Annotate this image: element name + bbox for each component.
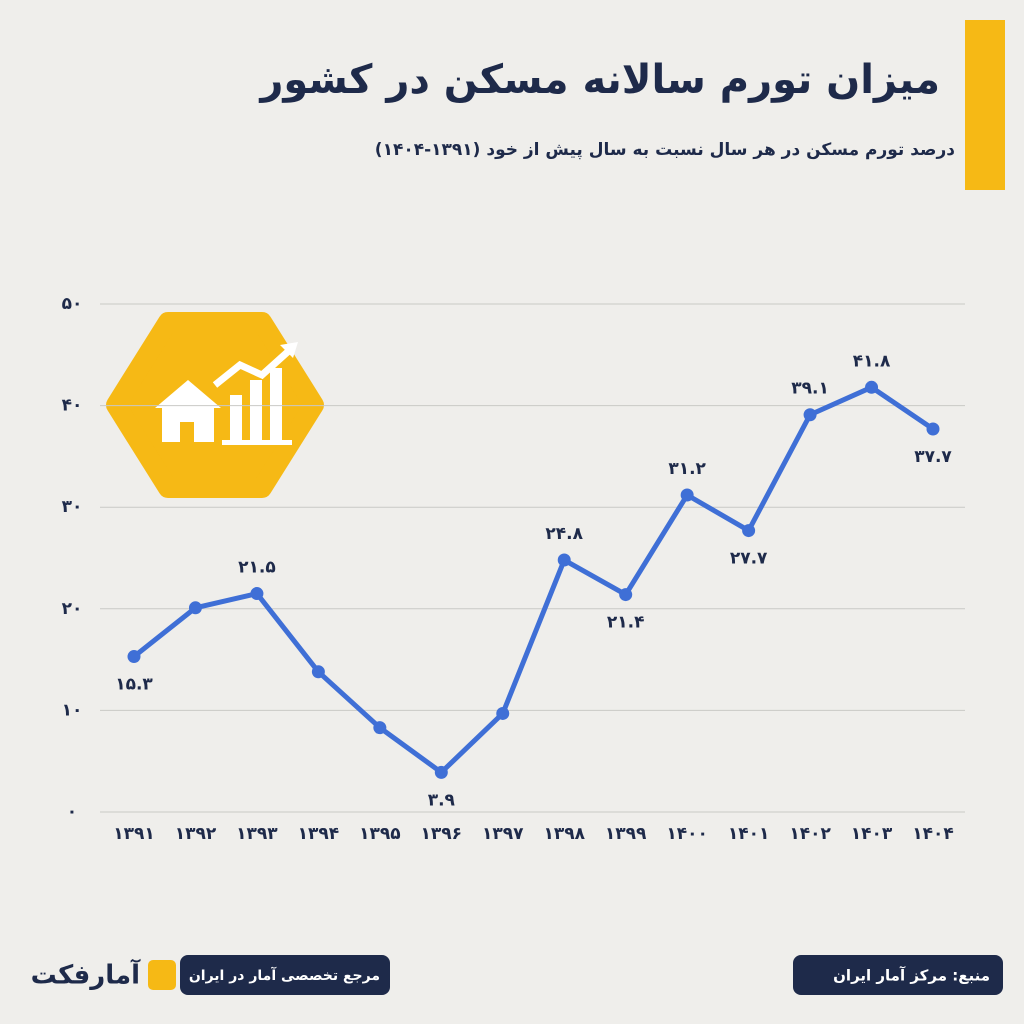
y-tick-label: ۵۰ <box>62 294 83 314</box>
source: منبع: مرکز آمار ایران <box>833 967 990 985</box>
y-tick-label: ۱۰ <box>62 700 83 720</box>
y-tick-label: ۰ <box>67 802 77 822</box>
x-tick-label: ۱۳۹۹ <box>605 824 647 844</box>
x-tick-label: ۱۴۰۴ <box>912 824 954 844</box>
x-tick-label: ۱۴۰۲ <box>789 824 831 844</box>
data-point <box>619 588 633 602</box>
accent-bar <box>965 20 1005 190</box>
data-point <box>680 488 694 502</box>
value-label: ۴۱.۸ <box>853 351 891 371</box>
data-point <box>127 650 141 664</box>
data-line <box>132 384 935 775</box>
x-tick-label: ۱۳۹۶ <box>421 824 463 844</box>
data-point <box>557 553 571 567</box>
value-label: ۲۷.۷ <box>730 549 768 569</box>
data-point <box>250 587 264 601</box>
data-point <box>803 408 817 422</box>
value-label: ۲۱.۴ <box>607 613 645 633</box>
data-point <box>926 422 940 436</box>
value-label: ۲۱.۵ <box>238 558 276 578</box>
data-point <box>742 524 756 538</box>
chart-subtitle: درصد تورم مسکن در هر سال نسبت به سال پیش… <box>375 140 955 160</box>
x-tick-label: ۱۴۰۱ <box>728 824 770 844</box>
value-label: ۳.۹ <box>428 790 456 810</box>
chart-title: میزان تورم سالانه مسکن در کشور <box>258 57 940 103</box>
data-point <box>496 706 510 720</box>
data-point <box>434 765 448 779</box>
y-tick-label: ۲۰ <box>62 599 83 619</box>
value-label: ۳۷.۷ <box>914 447 952 467</box>
data-point <box>311 665 325 679</box>
x-tick-label: ۱۳۹۸ <box>543 824 585 844</box>
icon <box>106 312 324 498</box>
data-point <box>373 721 387 735</box>
logo: آمارفکت <box>31 959 141 991</box>
y-tick-label: ۴۰ <box>62 396 83 416</box>
data-point <box>865 380 879 394</box>
logo-mark <box>148 960 176 990</box>
value-label: ۳۹.۱ <box>791 379 829 399</box>
x-tick-label: ۱۳۹۳ <box>236 824 278 844</box>
value-label: ۱۵.۳ <box>115 675 153 695</box>
data-point <box>188 601 202 615</box>
x-tick-label: ۱۳۹۵ <box>359 824 401 844</box>
y-tick-label: ۳۰ <box>62 497 83 517</box>
x-tick-label: ۱۳۹۱ <box>113 824 155 844</box>
x-tick-label: ۱۴۰۳ <box>851 824 893 844</box>
x-tick-label: ۱۳۹۷ <box>482 824 524 844</box>
x-tick-label: ۱۳۹۴ <box>298 824 340 844</box>
x-tick-label: ۱۳۹۲ <box>175 824 217 844</box>
x-tick-label: ۱۴۰۰ <box>666 824 708 844</box>
value-label: ۳۱.۲ <box>668 459 706 479</box>
tagline-pill <box>180 955 390 995</box>
value-label: ۲۴.۸ <box>545 524 583 544</box>
tagline: مرجع تخصصی آمار در ایران <box>189 966 380 984</box>
source-pill <box>793 955 1003 995</box>
